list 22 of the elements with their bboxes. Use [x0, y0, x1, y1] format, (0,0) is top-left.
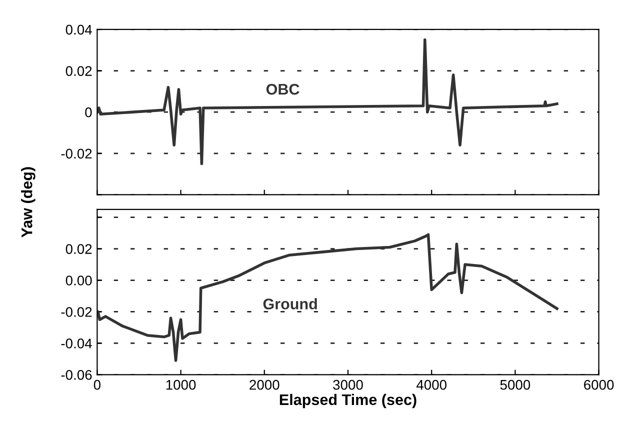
y-tick-label: 0.02: [66, 66, 92, 76]
x-tick-label: 0: [94, 380, 101, 390]
line-series: [97, 233, 558, 362]
x-tick-label: 5000: [500, 380, 530, 390]
x-tick-label: 3000: [333, 380, 363, 390]
y-tick-label: -0.02: [61, 307, 92, 317]
y-tick-label: 0.04: [66, 24, 92, 35]
x-tick-label: 1000: [166, 380, 196, 390]
y-tick-label: 0: [85, 107, 92, 118]
y-tick-label: 0.00: [66, 276, 92, 286]
y-axis-title: Yaw (deg): [21, 167, 36, 238]
x-tick-label: 2000: [250, 380, 280, 390]
y-tick-label: 0.02: [66, 244, 92, 254]
x-tick-label: 6000: [584, 380, 614, 390]
series-label: OBC: [266, 84, 300, 95]
line-series: [97, 38, 558, 166]
y-tick-label: -0.06: [61, 370, 92, 380]
y-tick-label: -0.04: [61, 338, 92, 348]
text: Ground: [263, 298, 317, 310]
x-tick-label: 4000: [416, 380, 446, 390]
y-tick-label: -0.02: [61, 148, 92, 159]
x-axis-title: Elapsed Time (sec): [280, 394, 416, 408]
